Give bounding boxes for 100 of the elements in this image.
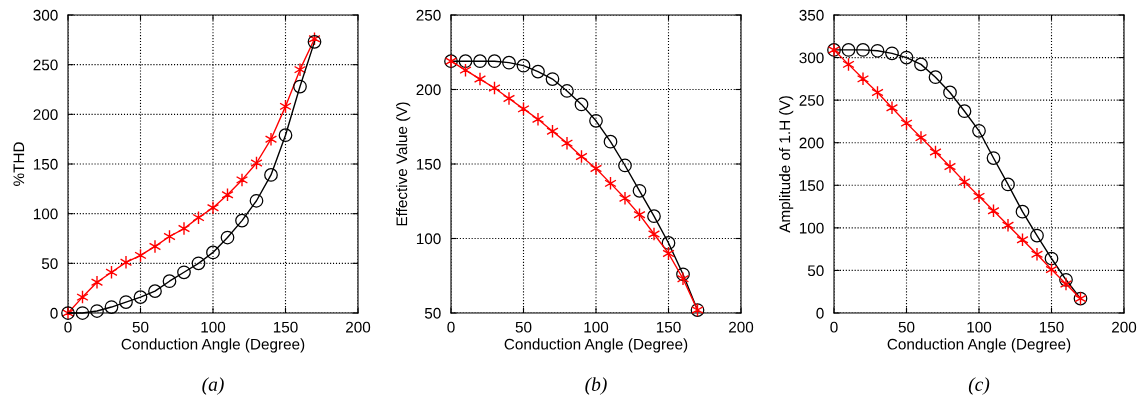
x-tick-label: 100 <box>967 321 992 333</box>
point <box>90 275 104 290</box>
point <box>235 213 249 228</box>
x-tick-label: 200 <box>346 321 371 333</box>
point <box>1001 218 1015 233</box>
x-tick-label: 50 <box>132 321 149 333</box>
point <box>870 43 885 58</box>
point <box>119 295 133 309</box>
point <box>1044 251 1059 266</box>
point <box>986 151 1001 165</box>
point <box>278 128 293 143</box>
text: (c) <box>968 377 990 395</box>
point <box>1015 204 1030 219</box>
y-tick-label: 200 <box>416 84 441 96</box>
point <box>885 46 899 61</box>
point <box>1059 272 1073 287</box>
point <box>458 54 473 69</box>
point <box>473 54 487 69</box>
y-tick-label: 300 <box>33 9 58 21</box>
y-tick-label: 100 <box>799 222 824 234</box>
point <box>177 265 191 280</box>
point <box>531 64 545 79</box>
y-axis-title: %THD <box>13 142 25 186</box>
y-tick-label: 300 <box>799 52 824 64</box>
point <box>856 43 870 57</box>
point <box>885 100 899 115</box>
point <box>191 256 206 271</box>
point <box>220 230 235 245</box>
point <box>148 239 162 254</box>
point <box>1030 228 1044 243</box>
point <box>943 159 957 174</box>
point <box>1001 177 1015 192</box>
point <box>119 255 133 270</box>
point <box>148 284 162 299</box>
x-tick-label: 100 <box>201 321 226 333</box>
point <box>914 57 928 72</box>
point <box>589 161 603 176</box>
y-tick-label: 50 <box>807 265 824 277</box>
point <box>928 70 943 85</box>
point <box>914 130 928 145</box>
point <box>856 71 870 86</box>
y-tick-label: 200 <box>799 137 824 149</box>
point <box>133 290 148 304</box>
point <box>264 168 278 182</box>
point <box>487 54 502 69</box>
point <box>90 304 104 318</box>
y-tick-label: 350 <box>799 9 824 21</box>
point <box>293 79 307 94</box>
point <box>502 91 516 106</box>
point <box>473 72 487 87</box>
point <box>235 172 249 187</box>
y-tick-label: 250 <box>33 59 58 71</box>
point <box>206 200 220 215</box>
point <box>943 85 957 100</box>
point <box>676 271 690 286</box>
x-axis-title: Conduction Angle (Degree) <box>121 338 305 353</box>
point <box>632 183 647 198</box>
point <box>957 104 972 119</box>
point <box>676 267 690 282</box>
point <box>531 112 545 127</box>
point <box>841 43 856 57</box>
x-tick-label: 200 <box>1112 321 1137 333</box>
y-tick-label: 100 <box>33 208 58 220</box>
y-tick-label: 0 <box>50 307 58 319</box>
point <box>647 209 661 224</box>
x-tick-label: 200 <box>729 321 754 333</box>
point <box>618 158 632 173</box>
x-tick-label: 50 <box>898 321 915 333</box>
point <box>972 189 986 204</box>
x-tick-label: 50 <box>515 321 532 333</box>
point <box>75 306 90 320</box>
point <box>1059 277 1073 291</box>
y-tick-label: 250 <box>416 9 441 21</box>
point <box>589 113 603 128</box>
y-tick-label: 250 <box>799 95 824 106</box>
point <box>574 97 589 112</box>
point <box>661 236 676 250</box>
y-tick-label: 100 <box>416 233 441 245</box>
y-axis-title: Effective Value (V) <box>395 102 411 226</box>
point <box>104 300 119 314</box>
point <box>560 136 574 151</box>
point <box>899 50 914 65</box>
point <box>206 245 220 260</box>
x-tick-label: 0 <box>830 321 838 333</box>
y-tick-label: 150 <box>799 180 824 191</box>
y-tick-label: 150 <box>416 158 441 170</box>
x-tick-label: 0 <box>447 321 455 333</box>
x-tick-label: 150 <box>656 321 681 333</box>
x-axis-title: Conduction Angle (Degree) <box>887 338 1071 353</box>
point <box>293 62 307 77</box>
x-tick-label: 150 <box>1039 321 1064 333</box>
point <box>545 72 560 86</box>
y-tick-label: 50 <box>424 307 441 319</box>
point <box>264 132 278 147</box>
point <box>177 221 191 236</box>
point <box>618 191 632 206</box>
point <box>1030 247 1044 262</box>
point <box>647 227 661 241</box>
point <box>249 193 264 208</box>
point <box>516 58 531 73</box>
